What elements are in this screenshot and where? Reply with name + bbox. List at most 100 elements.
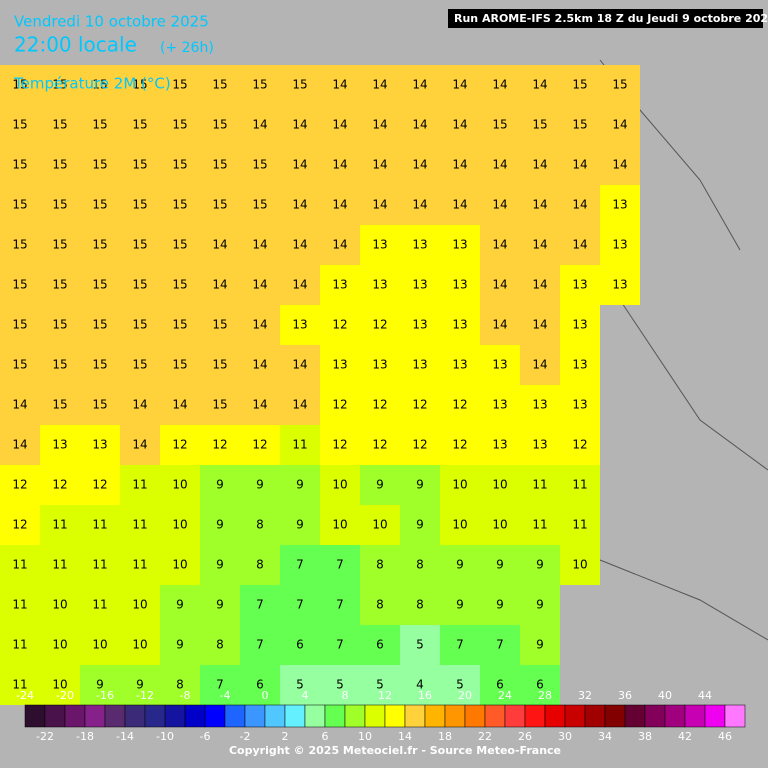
grid-cell	[240, 505, 280, 545]
cell-value: 11	[12, 558, 27, 572]
cell-value: 15	[12, 198, 27, 212]
cell-value: 10	[172, 558, 187, 572]
scale-label-top: 24	[498, 689, 512, 702]
grid-cell	[40, 305, 80, 345]
grid-cell	[280, 625, 320, 665]
cell-value: 14	[492, 318, 507, 332]
cell-value: 11	[132, 518, 147, 532]
copyright: Copyright © 2025 Meteociel.fr - Source M…	[229, 744, 561, 757]
cell-value: 13	[412, 358, 427, 372]
cell-value: 15	[172, 198, 187, 212]
cell-value: 12	[92, 478, 107, 492]
grid-cell	[560, 305, 600, 345]
scale-cell	[404, 704, 426, 728]
cell-value: 13	[372, 238, 387, 252]
scale-label-bottom: 34	[598, 730, 612, 743]
grid-cell	[240, 385, 280, 425]
grid-cell	[160, 65, 200, 105]
cell-value: 15	[132, 158, 147, 172]
cell-value: 15	[172, 278, 187, 292]
grid-cell	[400, 665, 440, 705]
grid-cell	[200, 585, 240, 625]
grid-cell	[240, 65, 280, 105]
grid-cell	[160, 545, 200, 585]
cell-value: 15	[52, 358, 67, 372]
cell-value: 15	[132, 78, 147, 92]
grid-cell	[80, 105, 120, 145]
grid-cell	[400, 625, 440, 665]
cell-value: 13	[572, 358, 587, 372]
cell-value: 14	[212, 278, 227, 292]
cell-value: 15	[92, 158, 107, 172]
variable: Température 2M (°C)	[13, 75, 171, 93]
cell-value: 12	[572, 438, 587, 452]
cell-value: 9	[456, 558, 464, 572]
cell-value: 14	[412, 198, 427, 212]
grid-cell	[360, 345, 400, 385]
grid-cell	[40, 505, 80, 545]
grid-cell	[280, 505, 320, 545]
lead-time: (+ 26h)	[160, 40, 214, 56]
grid-cell	[280, 465, 320, 505]
grid-cell	[0, 385, 40, 425]
grid-cell	[440, 265, 480, 305]
cell-value: 11	[92, 518, 107, 532]
grid-cell	[40, 225, 80, 265]
cell-value: 7	[336, 598, 344, 612]
grid-cell	[120, 185, 160, 225]
grid-cell	[120, 225, 160, 265]
grid-cell	[400, 225, 440, 265]
scale-cell	[104, 704, 126, 728]
cell-value: 9	[96, 678, 104, 692]
scale-label-top: 8	[342, 689, 349, 702]
cell-value: 11	[292, 438, 307, 452]
scale-cell	[164, 704, 186, 728]
cell-value: 9	[296, 518, 304, 532]
grid-cell	[600, 225, 640, 265]
cell-value: 14	[412, 118, 427, 132]
cell-value: 10	[92, 638, 107, 652]
scale-cell	[284, 704, 306, 728]
cell-value: 11	[92, 598, 107, 612]
grid-cell	[160, 385, 200, 425]
cell-value: 13	[372, 278, 387, 292]
scale-cell	[624, 704, 646, 728]
grid-cell	[120, 385, 160, 425]
cell-value: 15	[52, 398, 67, 412]
cell-value: 7	[496, 638, 504, 652]
grid-cell	[280, 385, 320, 425]
grid-cell	[240, 225, 280, 265]
grid-cell	[280, 305, 320, 345]
grid-cell	[280, 225, 320, 265]
cell-value: 13	[532, 438, 547, 452]
scale-cell	[644, 704, 666, 728]
grid-cell	[480, 185, 520, 225]
grid-cell	[440, 105, 480, 145]
temperature-grid: 15 15 15 15 15 15 15 15 14 14 14 14 14 14 15 15 15 15 15 15…	[0, 65, 640, 705]
cell-value: 14	[292, 238, 307, 252]
scale-label-top: -4	[220, 689, 231, 702]
grid-cell	[120, 505, 160, 545]
grid-cell	[160, 305, 200, 345]
grid-cell	[440, 465, 480, 505]
cell-value: 15	[52, 198, 67, 212]
cell-value: 15	[172, 238, 187, 252]
scale-cell	[304, 704, 326, 728]
grid-cell	[40, 105, 80, 145]
cell-value: 15	[172, 358, 187, 372]
grid-cell	[40, 345, 80, 385]
grid-cell	[560, 425, 600, 465]
scale-label-top: 4	[302, 689, 309, 702]
cell-value: 12	[172, 438, 187, 452]
cell-value: 15	[212, 78, 227, 92]
grid-cell	[560, 345, 600, 385]
cell-value: 15	[92, 318, 107, 332]
cell-value: 14	[292, 278, 307, 292]
cell-value: 14	[252, 238, 267, 252]
grid-cell	[520, 665, 560, 705]
scale-label-bottom: -14	[116, 730, 134, 743]
cell-value: 12	[332, 438, 347, 452]
scale-cell	[264, 704, 286, 728]
cell-value: 15	[52, 118, 67, 132]
grid-cell	[40, 465, 80, 505]
